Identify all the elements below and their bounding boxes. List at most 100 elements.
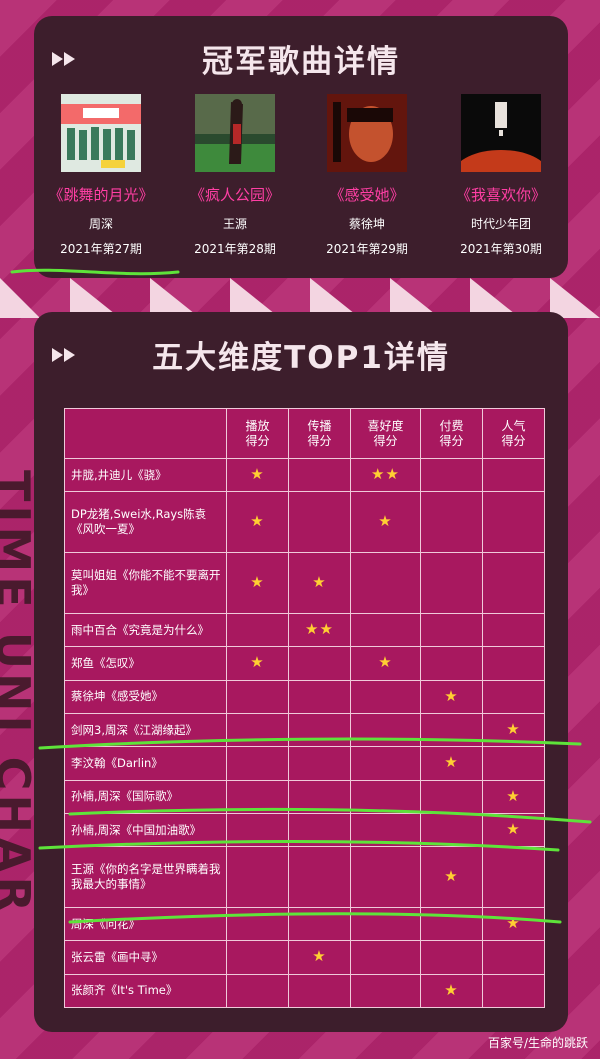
five-dimension-panel: 五大维度TOP1详情 播放 得分 传播 得分 喜好度 得分 付费 得分 人气 得… [34,312,568,1032]
album-cover-i-like-you [461,94,541,172]
song-name-cell: DP龙猪,Swei水,Rays陈袁《风吹一夏》 [64,491,227,554]
table-row: 剑网3,周深《江湖缘起》 ★ [64,712,545,748]
champion-songs-panel: 冠军歌曲详情 《跳舞的月光》 周深 2021年第27期 [34,16,568,278]
song-name-cell: 孙楠,周深《国际歌》 [64,779,227,814]
score-cell [288,457,351,493]
table-row: 李汶翰《Darlin》 ★ [64,746,545,781]
score-cell [288,906,351,942]
star-icon: ★ [444,980,459,999]
star-icon: ★ [378,653,393,672]
dimension-table: 播放 得分 传播 得分 喜好度 得分 付费 得分 人气 得分 井胧,井迪儿《骁》… [64,408,545,1009]
header-blank [64,408,227,459]
panel-title: 冠军歌曲详情 [202,44,400,80]
score-cell [350,552,421,614]
double-play-icon [52,348,75,362]
score-cell [226,612,289,648]
watermark: 百家号/生命的跳跃 [487,1036,588,1050]
score-cell [420,612,483,648]
star-icon: ★ [250,465,265,484]
score-cell [226,812,289,848]
song-name-cell: 李汶翰《Darlin》 [64,746,227,781]
score-cell [226,712,289,748]
table-row: DP龙猪,Swei水,Rays陈袁《风吹一夏》 ★ ★ [64,491,545,554]
score-cell [482,846,545,908]
score-cell [288,679,351,714]
score-cell [420,646,483,681]
star-icon: ★ [250,573,265,591]
song-issue: 2021年第30期 [460,242,542,256]
score-cell [420,940,483,975]
score-cell [226,906,289,942]
star-icon: ★ [319,620,334,639]
score-cell [350,746,421,781]
score-cell: ★ [420,746,483,781]
song-name-cell: 周深《问花》 [64,906,227,942]
song-artist: 时代少年团 [470,217,531,231]
side-vertical-text: TIME UNI CHAR [0,470,36,916]
star-icon: ★ [250,653,265,672]
star-icon: ★ [385,465,400,484]
score-cell [350,973,421,1009]
table-row: 蔡徐坤《感受她》 ★ [64,679,545,714]
song-card[interactable]: 《疯人公园》 王源 2021年第28期 [168,94,302,257]
score-cell [226,973,289,1009]
score-cell [288,646,351,681]
champion-songs-list: 《跳舞的月光》 周深 2021年第27期 《疯人公园》 王源 2021年第28期 [34,94,568,274]
double-play-icon [52,52,75,66]
score-cell [288,712,351,748]
score-cell [350,940,421,975]
song-card[interactable]: 《跳舞的月光》 周深 2021年第27期 [34,94,168,257]
header-pay-score: 付费 得分 [420,408,483,459]
score-cell [482,612,545,648]
score-cell: ★ [226,646,289,681]
score-cell [420,812,483,848]
score-cell [482,491,545,554]
star-icon: ★ [506,820,521,839]
score-cell [350,612,421,648]
score-cell [420,779,483,814]
score-cell [350,679,421,714]
song-name-cell: 蔡徐坤《感受她》 [64,679,227,714]
song-name-cell: 郑鱼《怎叹》 [64,646,227,681]
song-title: 《我喜欢你》 [455,186,546,204]
star-icon: ★ [506,720,521,739]
table-row: 孙楠,周深《国际歌》 ★ [64,779,545,814]
score-cell [288,491,351,554]
score-cell [350,812,421,848]
triangle-band [0,278,600,318]
score-cell: ★ [288,552,351,614]
score-cell [482,746,545,781]
song-name-cell: 雨中百合《究竟是为什么》 [64,612,227,648]
score-cell: ★ [482,712,545,748]
song-issue: 2021年第29期 [326,242,408,256]
score-cell: ★★ [350,457,421,493]
song-card[interactable]: 《我喜欢你》 时代少年团 2021年第30期 [434,94,568,257]
header-spread-score: 传播 得分 [288,408,351,459]
song-name-cell: 张颜齐《It's Time》 [64,973,227,1009]
star-icon: ★ [444,686,459,705]
table-row: 周深《问花》 ★ [64,906,545,942]
score-cell: ★★ [288,612,351,648]
panel-title: 五大维度TOP1详情 [152,340,450,376]
table-row: 郑鱼《怎叹》 ★ ★ [64,646,545,681]
score-cell [482,679,545,714]
song-artist: 王源 [222,217,247,231]
song-issue: 2021年第27期 [60,242,142,256]
score-cell [288,779,351,814]
star-icon: ★ [444,753,459,772]
table-row: 孙楠,周深《中国加油歌》 ★ [64,812,545,848]
song-artist: 蔡徐坤 [348,217,385,231]
song-title: 《感受她》 [329,186,405,204]
score-cell [226,746,289,781]
header-play-score: 播放 得分 [226,408,289,459]
score-cell: ★ [420,846,483,908]
song-card[interactable]: 《感受她》 蔡徐坤 2021年第29期 [300,94,434,257]
score-cell [288,812,351,848]
score-cell [482,973,545,1009]
header-like-score: 喜好度 得分 [350,408,421,459]
score-cell [350,779,421,814]
score-cell: ★ [226,552,289,614]
score-cell [350,712,421,748]
score-cell [288,746,351,781]
table-row: 雨中百合《究竟是为什么》 ★★ [64,612,545,648]
